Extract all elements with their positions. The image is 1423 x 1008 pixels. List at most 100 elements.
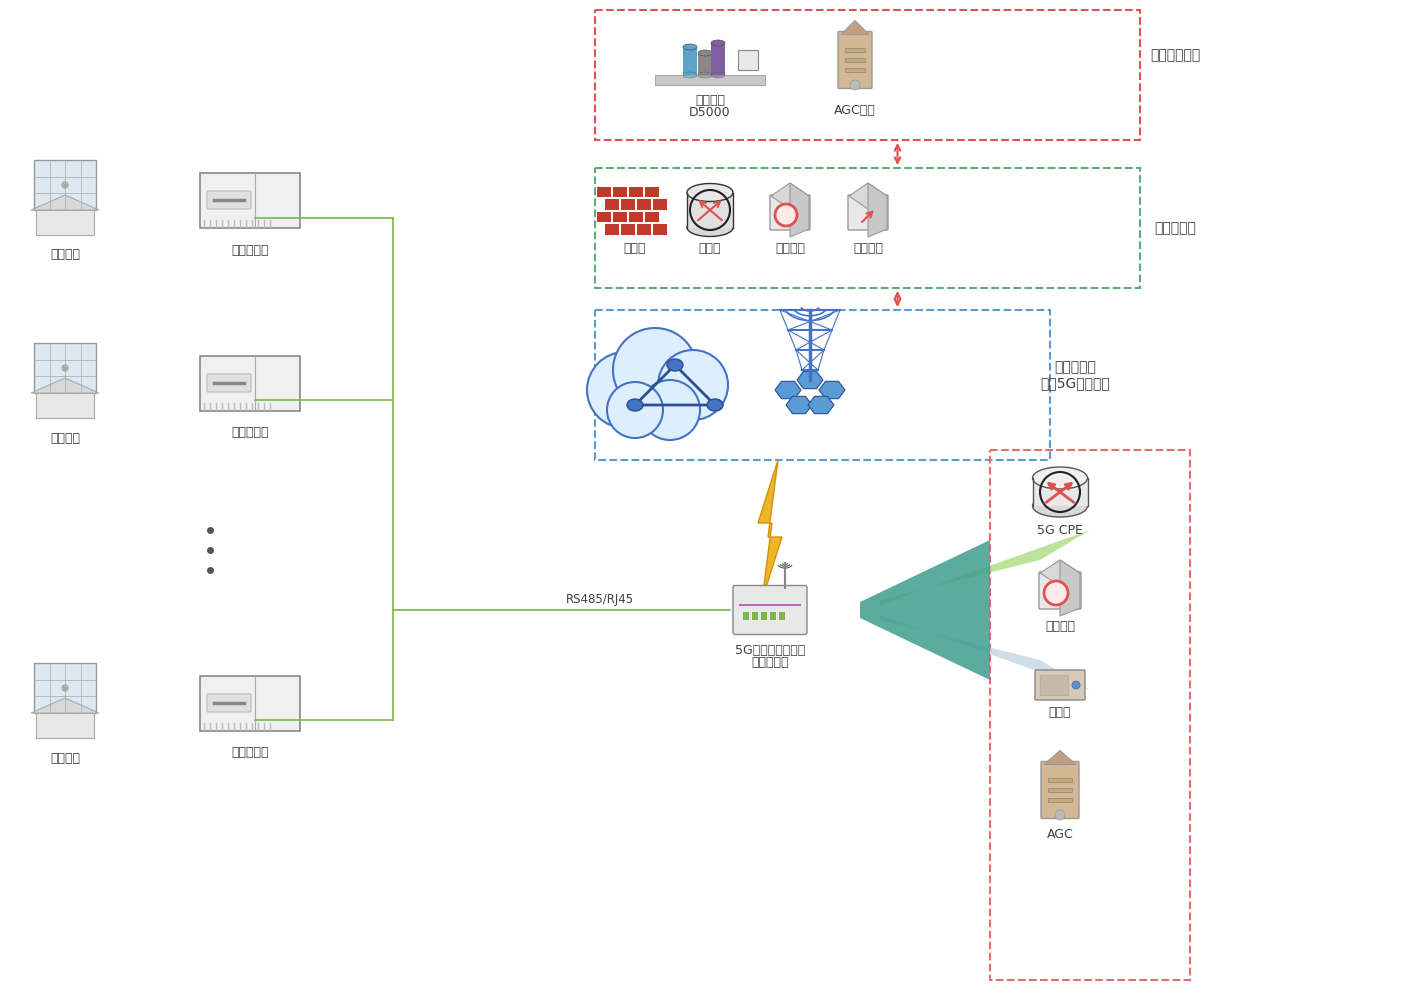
- Text: 光伏逆变器: 光伏逆变器: [232, 747, 269, 759]
- Ellipse shape: [699, 72, 712, 78]
- Text: 光伏组件: 光伏组件: [50, 752, 80, 764]
- FancyBboxPatch shape: [628, 211, 643, 222]
- FancyBboxPatch shape: [652, 198, 666, 210]
- Circle shape: [63, 685, 65, 688]
- Polygon shape: [1040, 560, 1080, 586]
- Circle shape: [64, 688, 67, 691]
- Bar: [595, 168, 1140, 288]
- Circle shape: [61, 367, 64, 370]
- Text: 光伏逆变器: 光伏逆变器: [232, 244, 269, 256]
- Text: 5G CPE: 5G CPE: [1037, 523, 1083, 536]
- Ellipse shape: [707, 399, 723, 411]
- FancyBboxPatch shape: [733, 586, 807, 634]
- Circle shape: [65, 687, 68, 690]
- FancyBboxPatch shape: [34, 663, 95, 713]
- FancyBboxPatch shape: [612, 185, 626, 197]
- FancyBboxPatch shape: [1039, 572, 1081, 609]
- FancyBboxPatch shape: [845, 48, 865, 52]
- FancyBboxPatch shape: [595, 211, 610, 222]
- Circle shape: [65, 183, 68, 186]
- FancyBboxPatch shape: [612, 211, 626, 222]
- FancyBboxPatch shape: [643, 185, 659, 197]
- FancyBboxPatch shape: [636, 198, 650, 210]
- FancyBboxPatch shape: [845, 68, 865, 72]
- Ellipse shape: [687, 183, 733, 202]
- FancyBboxPatch shape: [36, 210, 94, 235]
- Circle shape: [65, 182, 68, 185]
- Ellipse shape: [712, 40, 724, 46]
- FancyBboxPatch shape: [743, 612, 748, 620]
- Circle shape: [63, 365, 65, 368]
- Polygon shape: [785, 396, 813, 413]
- Circle shape: [588, 352, 663, 428]
- Circle shape: [657, 350, 729, 420]
- FancyBboxPatch shape: [603, 223, 619, 235]
- FancyBboxPatch shape: [643, 211, 659, 222]
- Polygon shape: [31, 698, 100, 713]
- Text: 纵向加密: 纵向加密: [776, 242, 805, 254]
- FancyBboxPatch shape: [1040, 675, 1069, 695]
- Text: 纵向加密: 纵向加密: [1044, 620, 1074, 632]
- Circle shape: [65, 685, 68, 688]
- Polygon shape: [31, 195, 100, 210]
- Bar: [595, 10, 1140, 140]
- Ellipse shape: [1033, 495, 1087, 517]
- Circle shape: [61, 686, 64, 689]
- FancyBboxPatch shape: [761, 612, 767, 620]
- Text: 基于运营商
电力5G切片专网: 基于运营商 电力5G切片专网: [1040, 360, 1110, 390]
- Circle shape: [850, 80, 859, 90]
- FancyBboxPatch shape: [636, 223, 650, 235]
- FancyBboxPatch shape: [1033, 478, 1087, 506]
- Ellipse shape: [1033, 467, 1087, 489]
- FancyBboxPatch shape: [595, 185, 610, 197]
- Polygon shape: [808, 396, 834, 413]
- Text: AGC主站: AGC主站: [834, 104, 877, 117]
- FancyBboxPatch shape: [206, 694, 250, 712]
- Bar: [595, 310, 1050, 460]
- FancyBboxPatch shape: [699, 53, 712, 75]
- Ellipse shape: [667, 359, 683, 371]
- Text: 远动机: 远动机: [1049, 707, 1072, 720]
- Circle shape: [65, 368, 68, 371]
- FancyBboxPatch shape: [751, 612, 758, 620]
- Polygon shape: [776, 381, 801, 398]
- Polygon shape: [758, 460, 783, 600]
- Text: AGC: AGC: [1047, 829, 1073, 842]
- FancyBboxPatch shape: [603, 198, 619, 210]
- Polygon shape: [31, 378, 100, 393]
- Text: 光伏组件: 光伏组件: [50, 249, 80, 261]
- Polygon shape: [820, 381, 845, 398]
- Circle shape: [63, 368, 65, 371]
- FancyBboxPatch shape: [36, 713, 94, 738]
- Circle shape: [608, 382, 663, 438]
- FancyBboxPatch shape: [34, 160, 95, 210]
- Text: 路由器: 路由器: [699, 242, 721, 254]
- FancyBboxPatch shape: [34, 343, 95, 393]
- FancyBboxPatch shape: [1047, 778, 1072, 782]
- Circle shape: [1044, 581, 1069, 605]
- FancyBboxPatch shape: [619, 198, 635, 210]
- Circle shape: [64, 684, 67, 687]
- Ellipse shape: [683, 72, 697, 78]
- Text: 反向隔离: 反向隔离: [852, 242, 884, 254]
- Text: 监控系统: 监控系统: [694, 94, 724, 107]
- Circle shape: [63, 184, 65, 187]
- FancyBboxPatch shape: [1047, 788, 1072, 792]
- FancyBboxPatch shape: [683, 47, 697, 75]
- FancyBboxPatch shape: [652, 223, 666, 235]
- FancyBboxPatch shape: [1047, 798, 1072, 802]
- Circle shape: [65, 184, 68, 187]
- FancyBboxPatch shape: [201, 172, 300, 228]
- Text: 安全接入区: 安全接入区: [1154, 221, 1195, 235]
- Polygon shape: [841, 20, 869, 34]
- Polygon shape: [879, 530, 1090, 605]
- Bar: [990, 450, 1190, 980]
- Ellipse shape: [687, 219, 733, 237]
- Circle shape: [64, 185, 67, 188]
- Text: D5000: D5000: [689, 107, 731, 120]
- Text: 生产控制大区: 生产控制大区: [1150, 48, 1200, 62]
- FancyBboxPatch shape: [628, 185, 643, 197]
- FancyBboxPatch shape: [770, 612, 776, 620]
- Circle shape: [1054, 810, 1064, 820]
- Polygon shape: [797, 371, 822, 389]
